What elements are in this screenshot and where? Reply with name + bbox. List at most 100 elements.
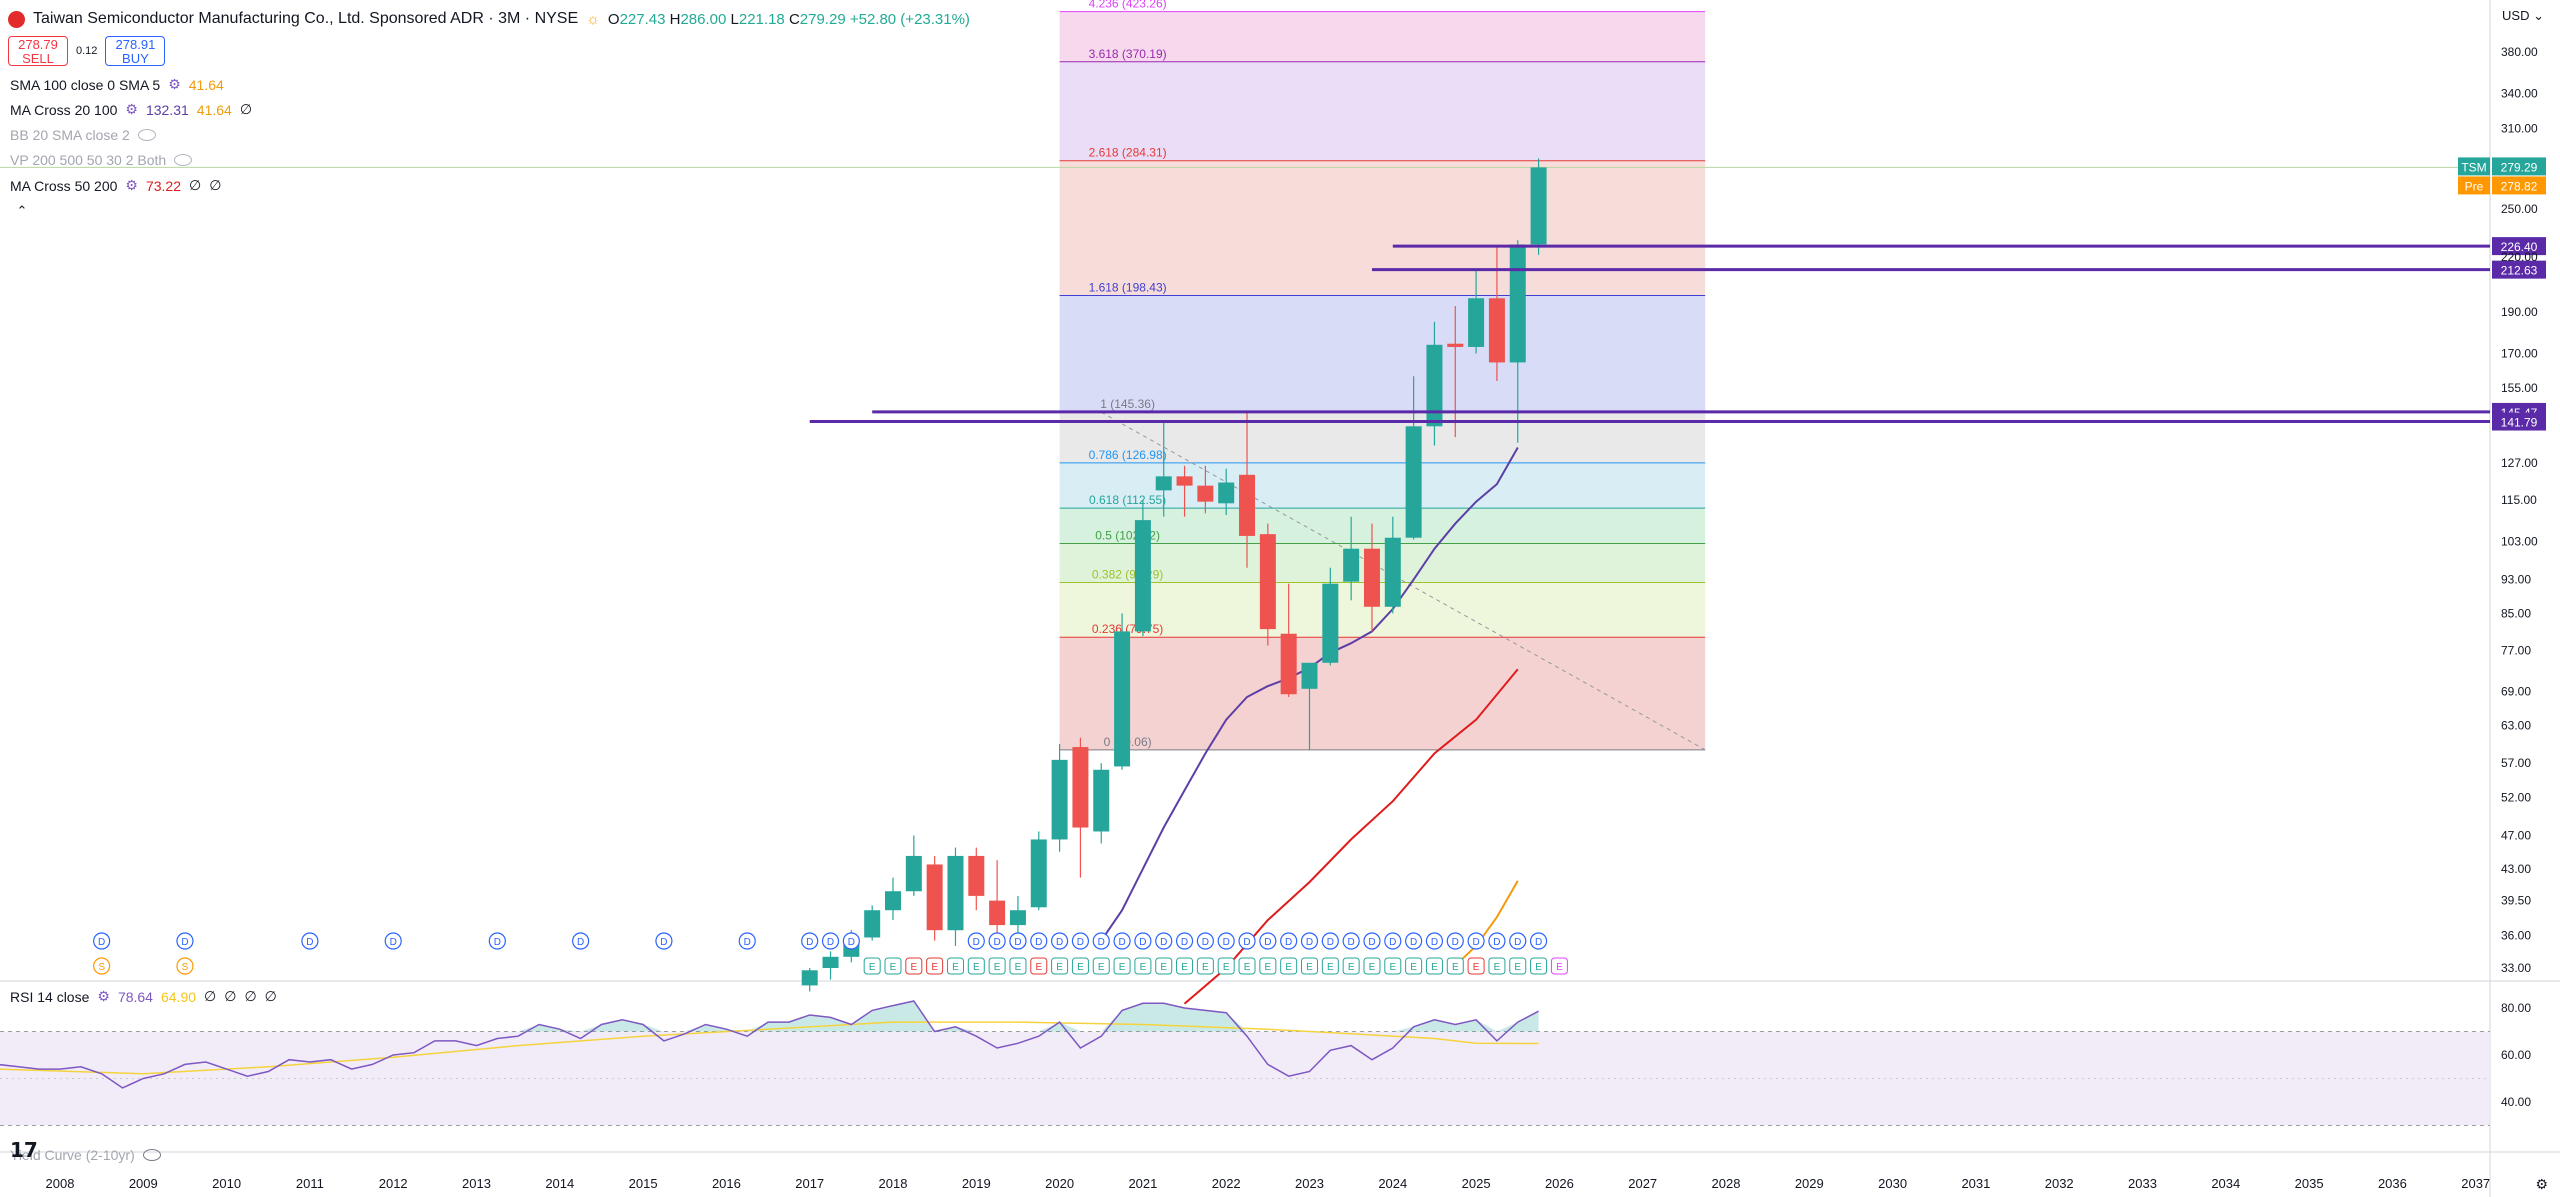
dividend-marker-circle[interactable] — [1030, 932, 1048, 950]
indicator-settings-icon[interactable]: ⚙ — [168, 76, 181, 92]
earnings-marker-box[interactable] — [1509, 957, 1527, 975]
dividend-marker-circle[interactable] — [1509, 932, 1527, 950]
dividend-marker-circle[interactable] — [1446, 932, 1464, 950]
earnings-marker-box[interactable] — [967, 957, 985, 975]
earnings-marker-box[interactable] — [1259, 957, 1277, 975]
earnings-marker-box[interactable] — [1134, 957, 1152, 975]
indicator-bb[interactable]: BB 20 SMA close 2 — [10, 127, 156, 143]
earnings-marker-box[interactable] — [1030, 957, 1048, 975]
earnings-marker-box[interactable] — [1446, 957, 1464, 975]
dividend-marker: D — [655, 932, 673, 950]
settings-gear-icon[interactable]: ⚙ — [2535, 1176, 2548, 1192]
buy-button[interactable]: 278.91 BUY — [105, 36, 166, 66]
dividend-marker-circle[interactable] — [1405, 932, 1423, 950]
dividend-marker-circle[interactable] — [1071, 932, 1090, 950]
indicator-ma-cross-20-100[interactable]: MA Cross 20 100 ⚙ 132.31 41.64 ∅ — [10, 101, 253, 118]
earnings-marker-box[interactable] — [863, 957, 881, 975]
earnings-marker-box[interactable] — [1176, 957, 1194, 975]
earnings-marker-box[interactable] — [988, 957, 1006, 975]
earnings-marker-box[interactable] — [1238, 957, 1256, 975]
indicator-ma-cross-50-200[interactable]: MA Cross 50 200 ⚙ 73.22 ∅ ∅ — [10, 177, 222, 194]
dividend-marker-circle[interactable] — [988, 932, 1006, 950]
hidden-eye-icon[interactable] — [142, 1149, 161, 1161]
dividend-marker-circle[interactable] — [1321, 932, 1339, 950]
earnings-marker-box[interactable] — [1071, 957, 1089, 975]
dividend-marker-circle[interactable] — [1217, 932, 1235, 950]
earnings-marker-box[interactable] — [1113, 957, 1131, 975]
dividend-marker-circle[interactable] — [1363, 932, 1381, 950]
indicator-vp[interactable]: VP 200 500 50 30 2 Both — [10, 152, 193, 168]
earnings-marker-box[interactable] — [1155, 957, 1173, 975]
earnings-marker-box[interactable] — [1384, 957, 1402, 975]
earnings-marker-box[interactable] — [1488, 957, 1506, 975]
dividend-marker-circle[interactable] — [1529, 932, 1548, 950]
dividend-marker-circle[interactable] — [1238, 932, 1256, 950]
candle-body — [1093, 769, 1110, 832]
dividend-marker-circle[interactable] — [1175, 932, 1194, 950]
dividend-marker-circle[interactable] — [1113, 932, 1131, 950]
earnings-marker-box[interactable] — [1280, 957, 1298, 975]
dividend-marker-circle[interactable] — [1092, 932, 1110, 950]
earnings-marker-box[interactable] — [1425, 957, 1443, 975]
symbol-title[interactable]: Taiwan Semiconductor Manufacturing Co., … — [33, 10, 579, 27]
earnings-marker-box[interactable] — [926, 957, 944, 975]
dividend-marker-circle[interactable] — [1280, 932, 1298, 950]
earnings-marker-box[interactable] — [1321, 957, 1339, 975]
dividend-marker-circle[interactable] — [1425, 932, 1444, 950]
earnings-marker-box[interactable] — [1363, 957, 1381, 975]
dividend-marker-circle[interactable] — [967, 932, 985, 950]
indicator-settings-icon[interactable]: ⚙ — [97, 988, 110, 1004]
earnings-marker-upcoming-box[interactable] — [1550, 957, 1568, 975]
split-marker-circle[interactable] — [176, 957, 194, 975]
earnings-marker-box[interactable] — [1405, 957, 1423, 975]
hidden-eye-icon[interactable] — [174, 154, 193, 166]
collapse-legend-icon[interactable]: ⌃ — [16, 203, 28, 218]
earnings-marker-box[interactable] — [1467, 957, 1485, 975]
dividend-marker-circle[interactable] — [1134, 932, 1152, 950]
dividend-marker-circle[interactable] — [176, 932, 194, 950]
dividend-marker-circle[interactable] — [1488, 932, 1506, 950]
dividend-marker-circle[interactable] — [384, 932, 402, 950]
earnings-marker-box[interactable] — [1217, 957, 1235, 975]
dividend-marker-circle[interactable] — [572, 932, 590, 950]
dividend-marker-circle[interactable] — [1384, 932, 1402, 950]
split-marker-circle[interactable] — [93, 957, 111, 975]
dividend-marker-circle[interactable] — [1342, 932, 1360, 950]
dividend-marker-circle[interactable] — [821, 932, 840, 950]
indicator-settings-icon[interactable]: ⚙ — [125, 101, 138, 117]
sell-button[interactable]: 278.79 SELL — [8, 36, 68, 66]
hidden-eye-icon[interactable] — [137, 129, 156, 141]
earnings-marker-box[interactable] — [1009, 957, 1027, 975]
dividend-marker-circle[interactable] — [1467, 932, 1485, 950]
dividend-marker-circle[interactable] — [1155, 932, 1173, 950]
dividend-marker-circle[interactable] — [301, 932, 319, 950]
dividend-marker-circle[interactable] — [1300, 932, 1319, 950]
earnings-marker-box[interactable] — [905, 957, 923, 975]
dividend-marker-circle[interactable] — [1050, 932, 1069, 950]
earnings-marker-box[interactable] — [1196, 957, 1214, 975]
earnings-marker-box[interactable] — [1342, 957, 1360, 975]
dividend-marker-circle[interactable] — [801, 932, 819, 950]
earnings-marker-box[interactable] — [946, 957, 964, 975]
earnings-marker-box[interactable] — [1301, 957, 1318, 975]
dividend-marker-circle[interactable] — [1259, 932, 1277, 950]
market-session-icon[interactable]: ☼ — [586, 10, 600, 28]
dividend-marker-circle[interactable] — [738, 932, 756, 950]
dividend-marker-circle[interactable] — [93, 932, 111, 950]
dividend-marker-circle[interactable] — [842, 932, 860, 950]
indicator-sma100[interactable]: SMA 100 close 0 SMA 5 ⚙ 41.64 — [10, 76, 224, 93]
yield-curve-legend[interactable]: Yield Curve (2-10yr) — [10, 1147, 161, 1163]
dividend-marker-circle[interactable] — [655, 932, 673, 950]
dividend-marker-circle[interactable] — [488, 932, 506, 950]
earnings-marker-box[interactable] — [884, 957, 902, 975]
tradingview-logo-icon[interactable]: 17 — [10, 1138, 38, 1162]
earnings-marker-box[interactable] — [1051, 957, 1069, 975]
currency-selector[interactable]: USD ⌄ — [2502, 8, 2544, 23]
earnings-marker-box[interactable] — [1092, 957, 1110, 975]
earnings-marker-box[interactable] — [1530, 957, 1548, 975]
dividend-marker-circle[interactable] — [1196, 932, 1214, 950]
dividend-marker-circle[interactable] — [1009, 932, 1027, 950]
indicator-settings-icon[interactable]: ⚙ — [125, 177, 138, 193]
rsi-legend[interactable]: RSI 14 close ⚙ 78.64 64.90 ∅ ∅ ∅ ∅ — [10, 988, 277, 1005]
